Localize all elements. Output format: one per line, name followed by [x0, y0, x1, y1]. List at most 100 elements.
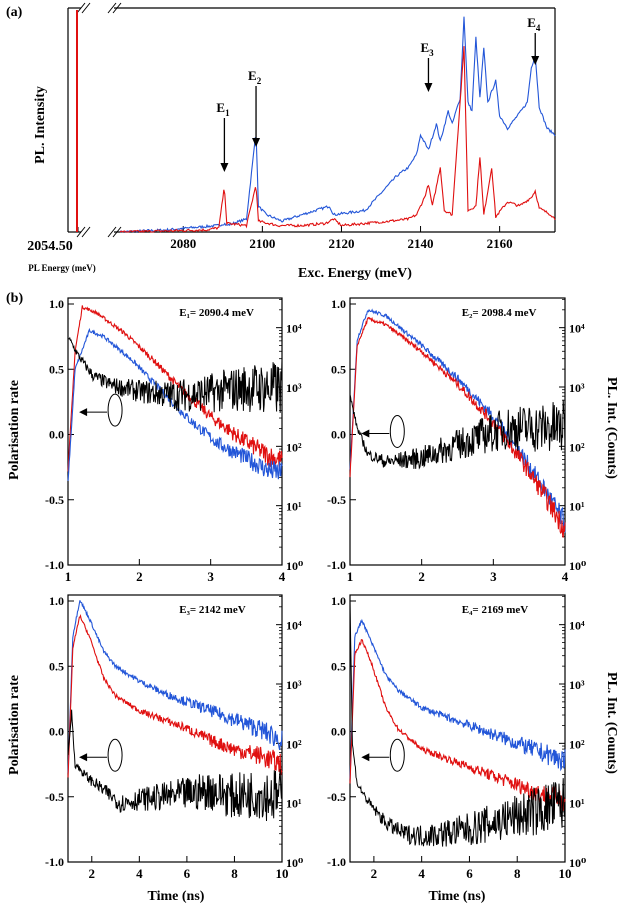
series-red-line	[67, 614, 283, 778]
series-red-line	[349, 316, 566, 538]
y-tick-label: -0.5	[327, 790, 346, 804]
x-tick-label: 2100	[249, 236, 275, 251]
axis-break-mark	[81, 226, 91, 238]
panel-frame-1	[67, 297, 283, 566]
peak-arrowhead	[220, 163, 229, 172]
y2-tick-label: 10⁴	[569, 619, 585, 633]
series-red-line	[119, 46, 556, 233]
panel-a-break-sublabel: PL Energy (meV)	[28, 263, 96, 273]
y-tick-label: -1.0	[327, 558, 346, 572]
x-tick-label: 10	[276, 866, 289, 881]
x-tick-label: 1	[347, 569, 354, 584]
y2-tick-label: 10²	[569, 440, 585, 454]
x-tick-label: 2	[418, 569, 425, 584]
peak-label-2: E2	[248, 68, 262, 86]
left-axis-arrowhead	[361, 753, 370, 762]
x-tick-label: 2	[89, 866, 96, 881]
axis-break-mark	[107, 2, 117, 14]
peak-label-4: E4	[527, 15, 541, 33]
axis-break-mark	[107, 226, 117, 238]
series-black-line	[67, 709, 283, 822]
y2-tick-label: 10⁴	[286, 322, 302, 336]
b-ylabel-left-top: Polarisation rate	[7, 380, 22, 480]
y2-tick-label: 10⁰	[569, 856, 586, 870]
y2-tick-label: 10⁰	[286, 559, 303, 573]
y-tick-label: 0.5	[49, 362, 64, 376]
y2-tick-label: 10⁰	[286, 856, 303, 870]
y-tick-label: -1.0	[45, 558, 64, 572]
y-tick-label: 1.0	[331, 594, 346, 608]
y2-tick-label: 10¹	[569, 797, 585, 811]
y-tick-label: 0.5	[331, 362, 346, 376]
x-tick-label: 6	[466, 866, 473, 881]
axis-break-mark	[76, 2, 86, 14]
y-tick-label: -1.0	[327, 855, 346, 869]
axis-break-mark	[81, 2, 91, 14]
curve-indicator-ellipse	[389, 415, 405, 448]
panel-frame-3	[67, 594, 283, 863]
left-axis-arrowhead	[79, 753, 88, 762]
left-axis-arrowhead	[79, 408, 88, 417]
y-tick-label: -0.5	[45, 790, 64, 804]
b-ylabel-right-top: PL. Int. (Counts)	[604, 377, 619, 479]
y2-tick-label: 10⁴	[569, 322, 585, 336]
series-blue-line	[119, 16, 556, 233]
x-tick-label: 4	[562, 569, 569, 584]
x-tick-label: 2120	[328, 236, 354, 251]
x-tick-label: 4	[279, 569, 286, 584]
panel-title-3: E₃= 2142 meV	[179, 604, 245, 616]
series-blue-line	[349, 618, 566, 780]
peak-label-3: E3	[420, 40, 434, 58]
curve-indicator-ellipse	[107, 393, 123, 427]
y2-tick-label: 10¹	[286, 797, 302, 811]
panel-a-break-tick: 2054.50	[27, 239, 73, 254]
peak-label-1: E1	[216, 100, 230, 118]
curve-indicator-ellipse	[389, 738, 405, 772]
y2-tick-label: 10³	[569, 381, 585, 395]
y-tick-label: 1.0	[331, 297, 346, 311]
y2-tick-label: 10²	[569, 737, 585, 751]
x-tick-label: 4	[418, 866, 425, 881]
x-tick-label: 2080	[170, 236, 196, 251]
series-red-line	[67, 305, 283, 472]
panel-title-1: E₁= 2090.4 meV	[179, 307, 254, 319]
y2-tick-label: 10²	[286, 737, 302, 751]
b-xlabel-left: Time (ns)	[148, 889, 205, 904]
b-ylabel-right-bottom: PL. Int. (Counts)	[604, 672, 619, 774]
x-tick-label: 2160	[487, 236, 513, 251]
left-axis-arrowhead	[361, 429, 370, 438]
peak-arrowhead	[531, 56, 540, 65]
y-tick-label: 0.5	[49, 659, 64, 673]
panel-a-ylabel: PL. Intensity	[33, 86, 48, 164]
x-tick-label: 8	[514, 866, 521, 881]
y-tick-label: 0.0	[49, 428, 64, 442]
panel-frame-4	[349, 594, 566, 863]
x-tick-label: 2140	[408, 236, 434, 251]
y-tick-label: 0.0	[331, 428, 346, 442]
x-tick-label: 1	[65, 569, 72, 584]
series-black-line	[349, 394, 566, 470]
panel-a-xlabel: Exc. Energy (meV)	[298, 266, 412, 281]
peak-arrowhead	[252, 138, 261, 147]
x-tick-label: 2	[371, 866, 378, 881]
y2-tick-label: 10¹	[286, 500, 302, 514]
panel-a-label: (a)	[6, 5, 23, 20]
y2-tick-label: 10³	[286, 381, 302, 395]
y2-tick-label: 10²	[286, 440, 302, 454]
x-tick-label: 10	[559, 866, 572, 881]
series-blue-line	[67, 600, 283, 774]
y-tick-label: 1.0	[49, 594, 64, 608]
series-blue-line	[349, 308, 566, 533]
y2-tick-label: 10³	[286, 678, 302, 692]
b-xlabel-right: Time (ns)	[429, 889, 486, 904]
y-tick-label: 0.5	[331, 659, 346, 673]
y-tick-label: -1.0	[45, 855, 64, 869]
axis-break-mark	[112, 2, 122, 14]
panel-title-2: E₂= 2098.4 meV	[462, 307, 537, 319]
axis-break-mark	[76, 226, 86, 238]
x-tick-label: 8	[231, 866, 238, 881]
panel-title-4: E₄= 2169 meV	[462, 604, 528, 616]
curve-indicator-ellipse	[107, 738, 123, 772]
y-tick-label: 0.0	[331, 725, 346, 739]
